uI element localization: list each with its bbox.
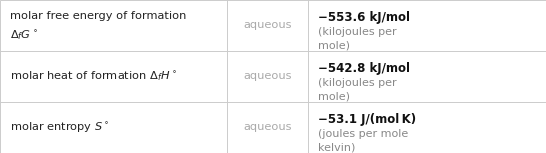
Text: aqueous: aqueous (244, 21, 292, 30)
Text: molar heat of formation $\Delta_f H^\circ$: molar heat of formation $\Delta_f H^\cir… (10, 70, 177, 83)
Text: aqueous: aqueous (244, 123, 292, 132)
Text: −542.8 kJ/mol: −542.8 kJ/mol (318, 62, 410, 75)
Text: −53.1 J/(mol K): −53.1 J/(mol K) (318, 113, 417, 126)
Text: −553.6 kJ/mol: −553.6 kJ/mol (318, 11, 410, 24)
Text: (kilojoules per: (kilojoules per (318, 78, 397, 88)
Text: mole): mole) (318, 91, 351, 101)
Text: (joules per mole: (joules per mole (318, 129, 408, 139)
Text: (kilojoules per: (kilojoules per (318, 27, 397, 37)
Text: molar free energy of formation: molar free energy of formation (10, 11, 186, 21)
Text: molar entropy $S^\circ$: molar entropy $S^\circ$ (10, 120, 109, 134)
Text: aqueous: aqueous (244, 71, 292, 82)
Text: mole): mole) (318, 40, 351, 50)
Text: $\Delta_f G^\circ$: $\Delta_f G^\circ$ (10, 28, 38, 42)
Text: kelvin): kelvin) (318, 142, 355, 152)
